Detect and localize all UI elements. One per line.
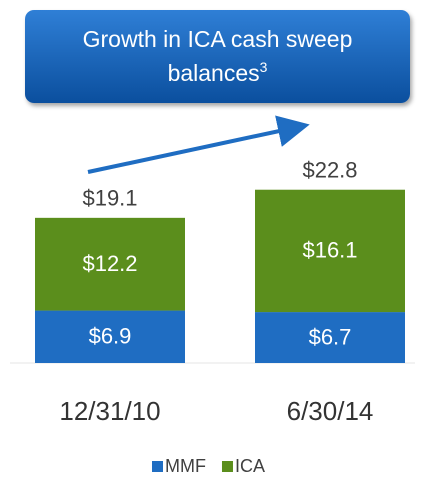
bar-segment	[35, 217, 185, 311]
chart-title: Growth in ICA cash sweep balances	[82, 26, 353, 86]
x-tick-label: 6/30/14	[287, 396, 374, 426]
x-tick-label: 12/31/10	[59, 396, 160, 426]
legend-label: MMF	[165, 456, 206, 476]
legend-label: ICA	[235, 456, 265, 476]
value-label: $16.1	[302, 238, 357, 263]
total-label: $19.1	[82, 186, 137, 211]
value-label: $6.7	[309, 324, 352, 349]
bar-segment	[35, 310, 185, 363]
bar-segment	[255, 312, 405, 363]
growth-arrow	[87, 115, 310, 174]
value-label: $12.2	[82, 251, 137, 276]
legend-swatch	[152, 461, 163, 472]
bar-segment	[255, 189, 405, 313]
title-footnote: 3	[259, 59, 268, 75]
title-box: Growth in ICA cash sweep balances3	[25, 10, 410, 103]
legend-swatch	[221, 461, 233, 472]
total-label: $22.8	[302, 158, 357, 183]
value-label: $6.9	[89, 324, 132, 349]
